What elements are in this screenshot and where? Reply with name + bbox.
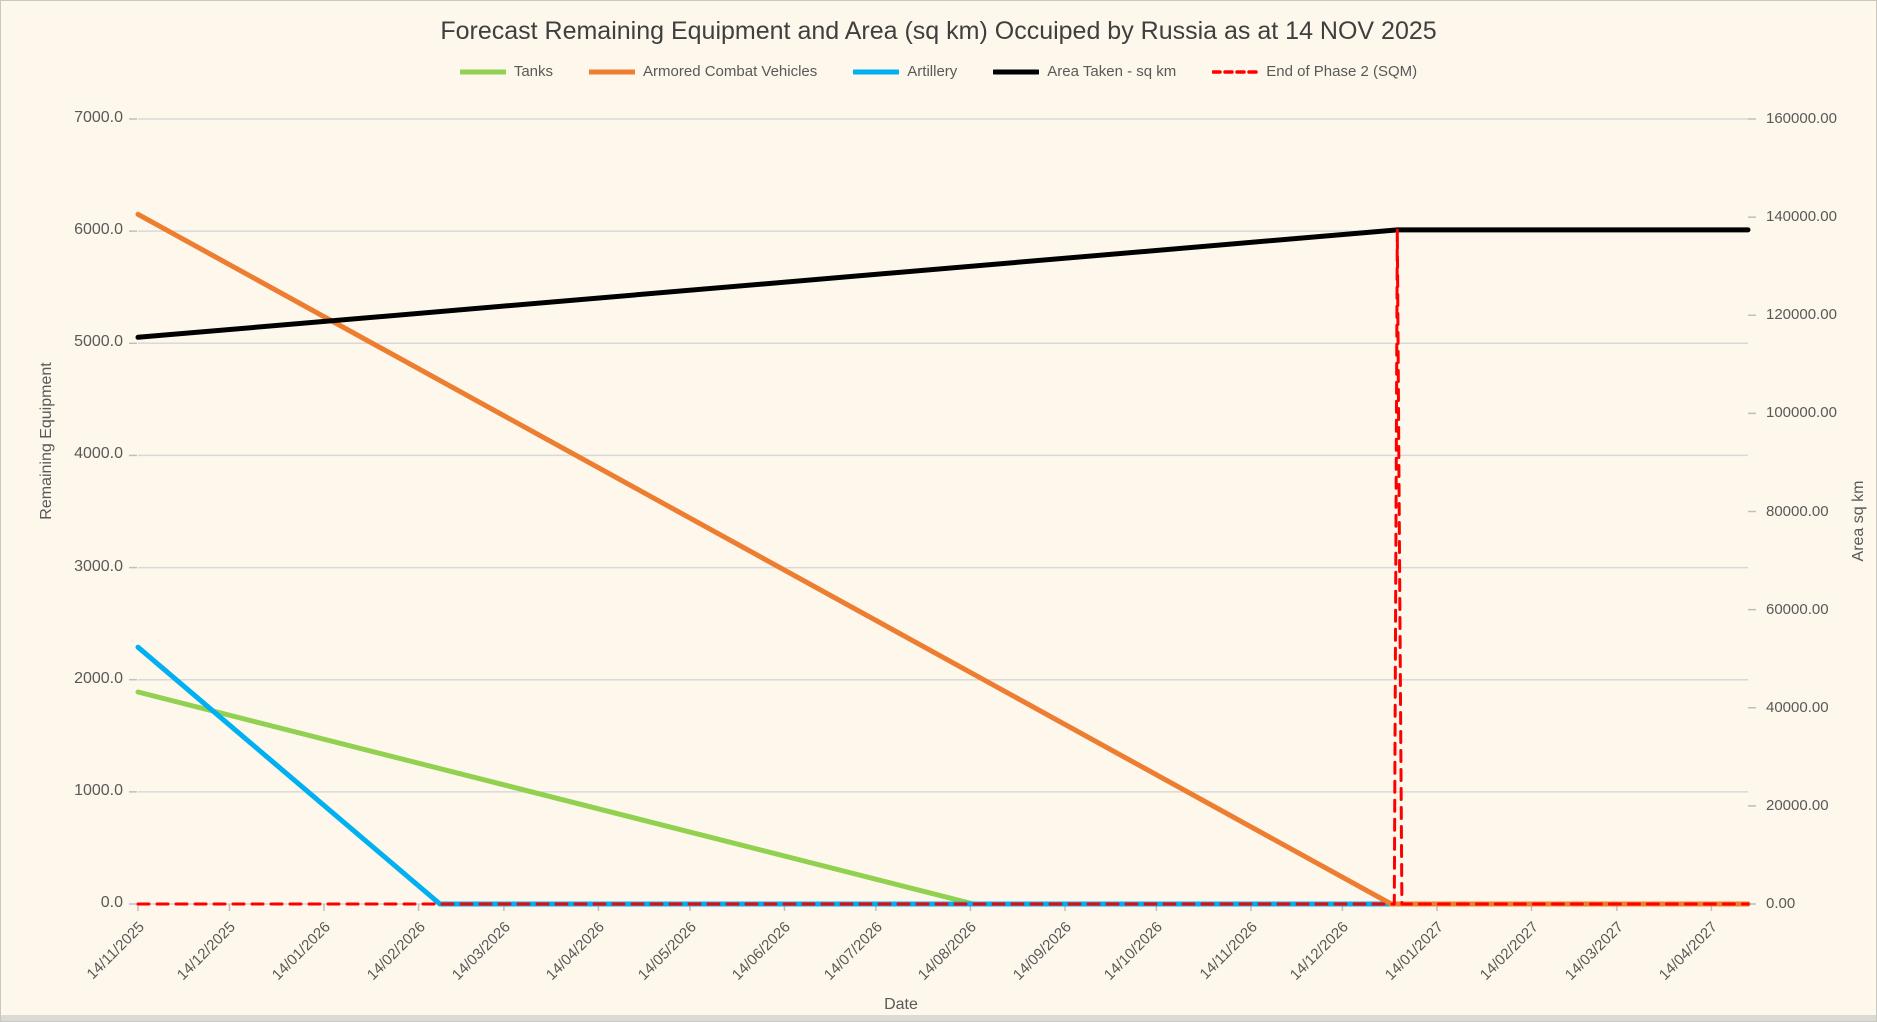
legend-line-sample (589, 69, 636, 74)
y-axis-left-tick-label: 6000.0 (74, 221, 123, 239)
y-axis-right-title: Area sq km (1850, 480, 1867, 562)
legend-item-artillery: Artillery (853, 63, 957, 80)
series-line-end-of-phase-2-sqm (136, 228, 1750, 906)
y-axis-right-tick-label: 100000.00 (1766, 404, 1837, 422)
chart-title: Forecast Remaining Equipment and Area (s… (440, 17, 1437, 45)
y-axis-left-tick-label: 1000.0 (74, 781, 123, 799)
y-axis-left-title: Remaining Equipment (38, 362, 55, 520)
y-axis-right-tick-label: 0.00 (1766, 895, 1796, 912)
legend-item-armored-combat-vehicles: Armored Combat Vehicles (589, 63, 817, 80)
y-axis-left-tick-label: 0.0 (100, 894, 123, 911)
legend-item-tanks: Tanks (459, 63, 554, 80)
legend-item-end-of-phase-2-sqm: End of Phase 2 (SQM) (1212, 63, 1417, 80)
y-axis-right-tick-label: 20000.00 (1766, 796, 1829, 814)
series-line-artillery (135, 644, 1751, 907)
legend-line-sample (459, 69, 506, 74)
y-axis-right-tick-label: 80000.00 (1766, 502, 1829, 520)
y-axis-right-tick-label: 120000.00 (1766, 306, 1837, 324)
legend-label: End of Phase 2 (SQM) (1266, 63, 1418, 80)
y-axis-left-tick-label: 7000.0 (74, 109, 123, 126)
y-axis-left-tick-label: 2000.0 (74, 669, 123, 687)
legend-line-sample (993, 69, 1040, 74)
y-axis-right-tick-label: 60000.00 (1766, 600, 1829, 618)
legend-label: Armored Combat Vehicles (643, 63, 818, 80)
y-axis-right-tick-label: 140000.00 (1766, 208, 1837, 226)
y-axis-left-tick-label: 3000.0 (74, 557, 123, 575)
legend-line-sample (853, 69, 900, 74)
legend-label: Artillery (907, 63, 958, 80)
legend-label: Area Taken - sq km (1047, 63, 1177, 80)
x-axis-title: Date (884, 996, 918, 1013)
chart-legend: Tanks Armored Combat Vehicles Artillery Are… (1, 63, 1876, 80)
series-line-area-taken-sq-km (135, 227, 1751, 340)
series-line-tanks (135, 689, 1751, 907)
legend-line-sample (1212, 69, 1259, 74)
y-axis-left-tick-label: 4000.0 (74, 445, 123, 463)
y-axis-left-tick-label: 5000.0 (74, 333, 123, 351)
window-bottom-edge (1, 1015, 1876, 1021)
y-axis-right-tick-label: 40000.00 (1766, 698, 1829, 716)
legend-item-area-taken-sq-km: Area Taken - sq km (993, 63, 1176, 80)
legend-label: Tanks (513, 63, 554, 80)
y-axis-right-tick-label: 160000.00 (1766, 110, 1837, 127)
